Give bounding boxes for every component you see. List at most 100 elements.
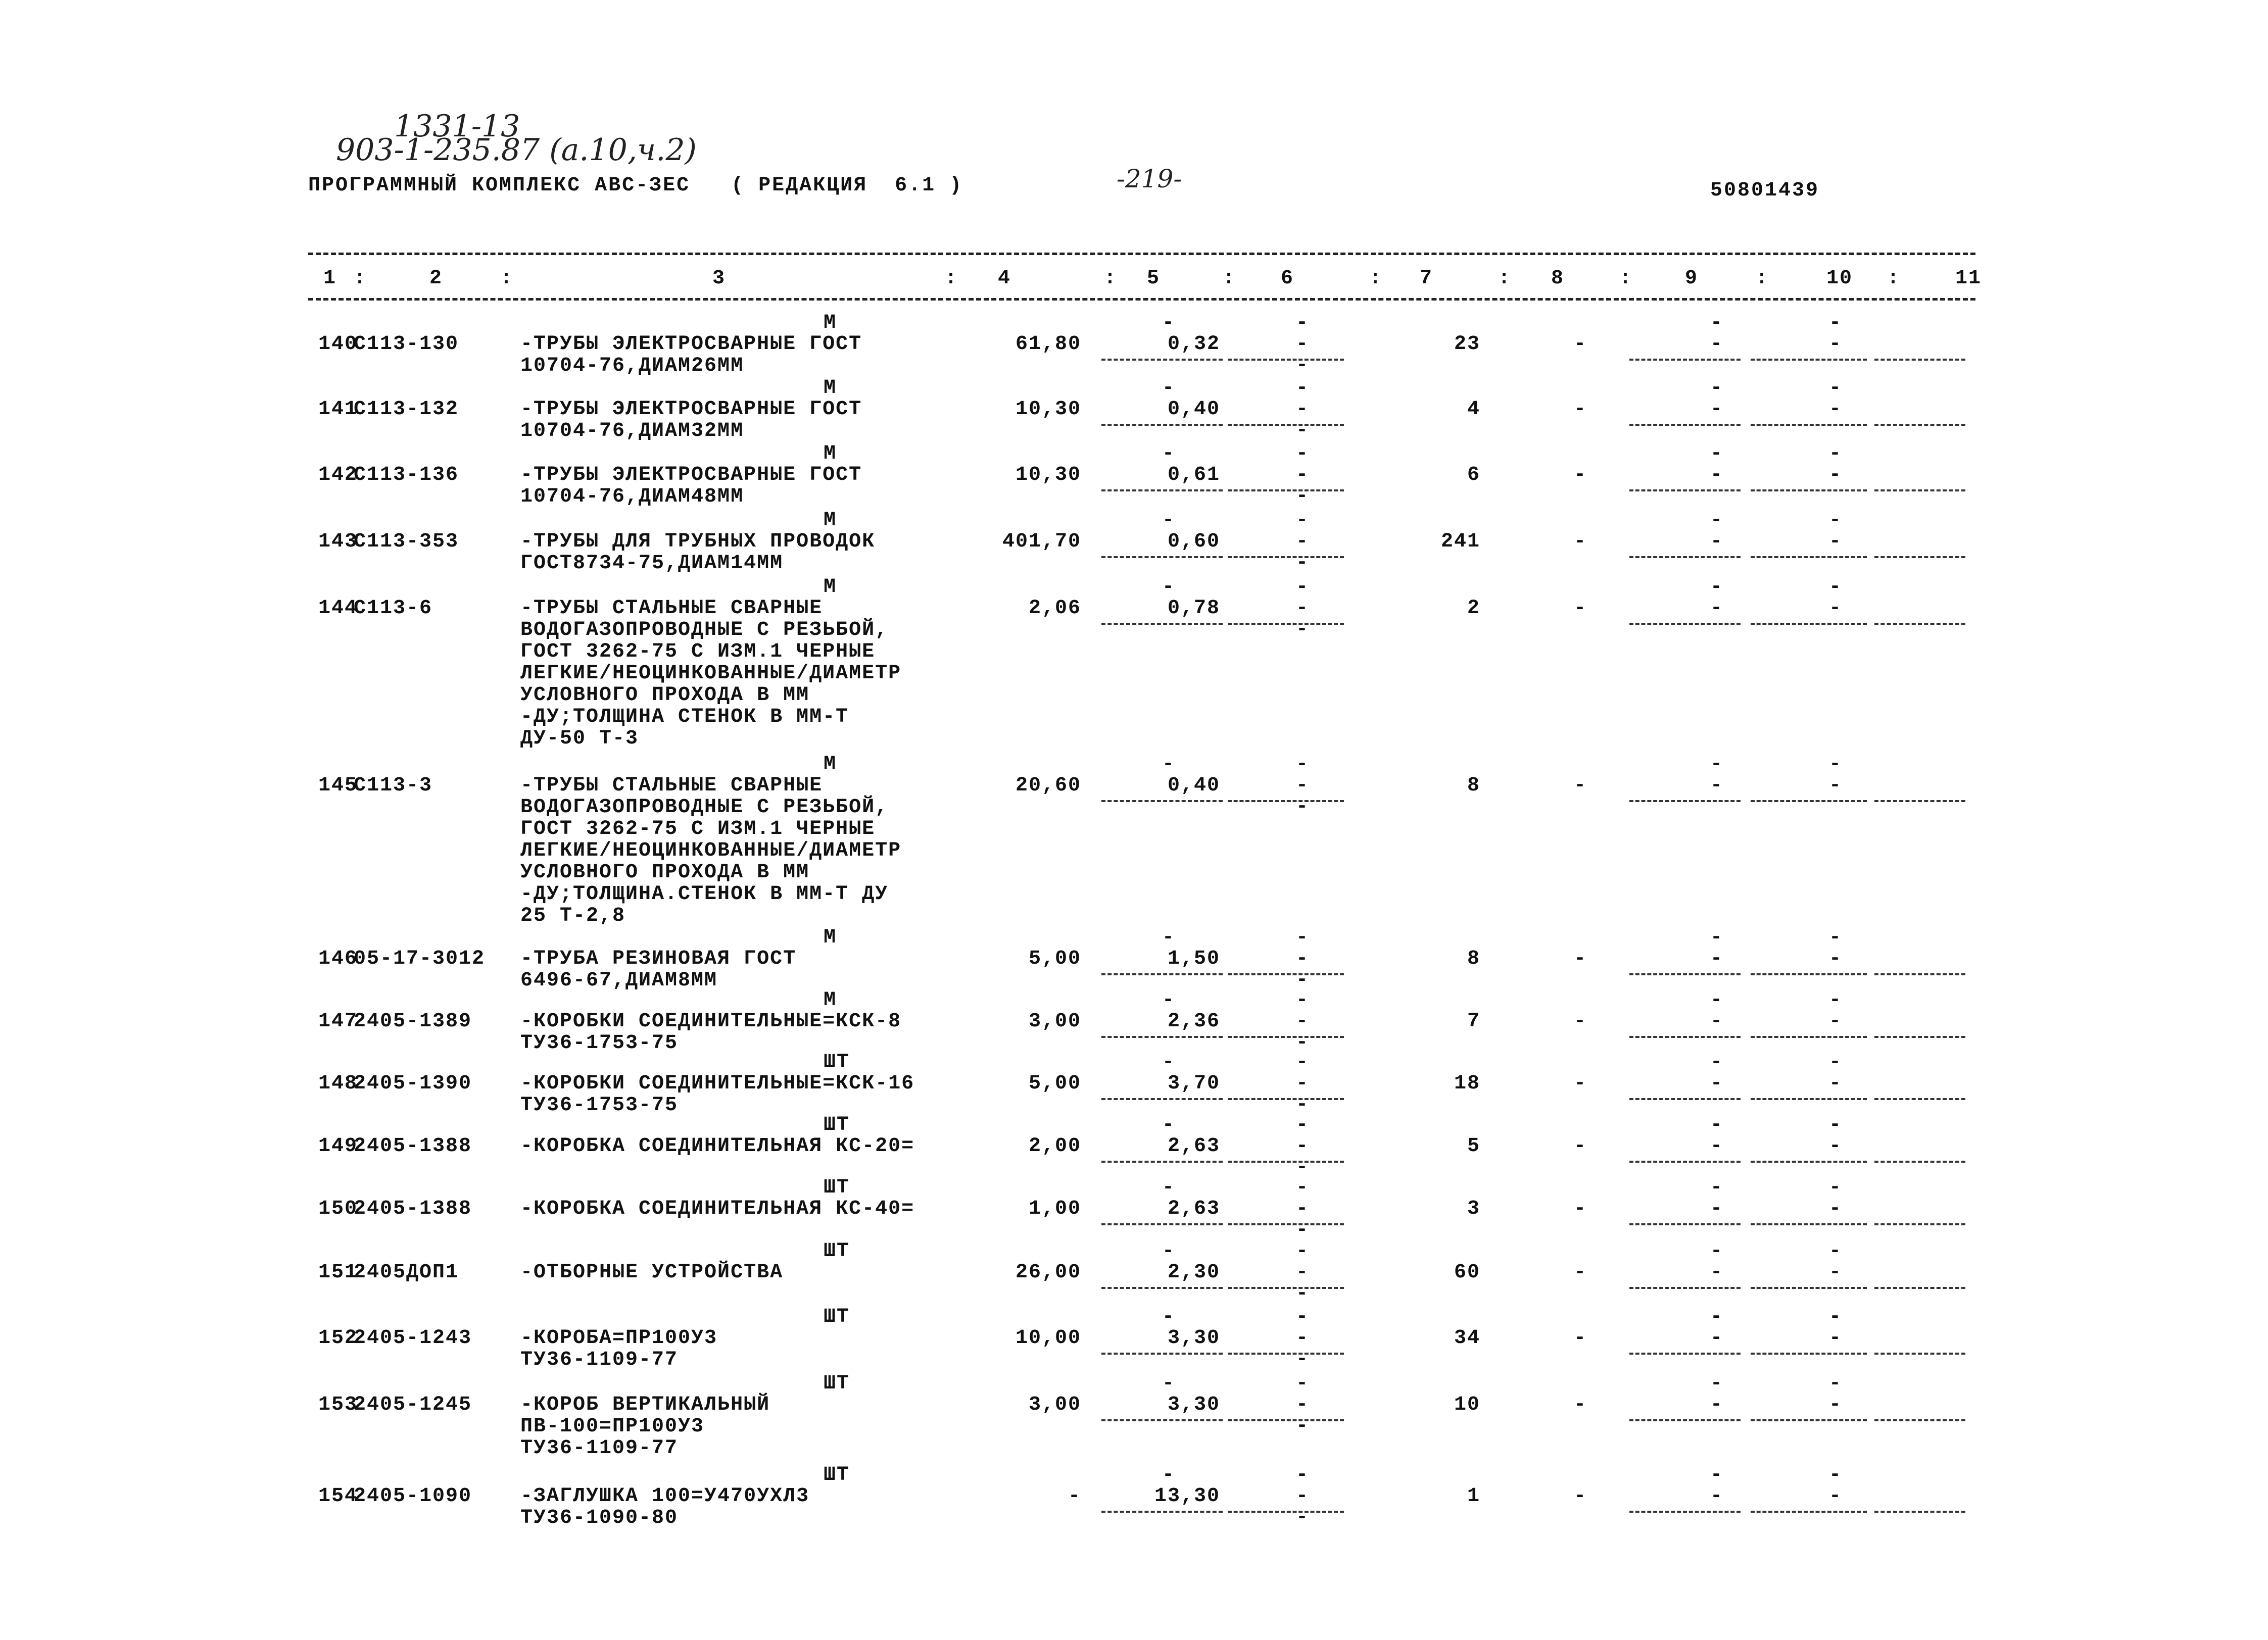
quantity: 1,00	[1028, 1198, 1081, 1220]
dash-mark: -	[1710, 509, 1724, 532]
item-code: 2405-1243	[354, 1327, 472, 1350]
row-number: 146	[318, 948, 358, 970]
dash-mark: -	[1296, 485, 1310, 508]
dash-mark: -	[1162, 753, 1176, 776]
column-10-value: -	[1829, 774, 1843, 797]
handwritten-project-number: 903-1-235.87 (а.10,ч.2)	[336, 132, 697, 168]
column-header-3: 3	[712, 267, 726, 290]
column-7-value: 2	[1467, 597, 1480, 620]
description-line: ПВ-100=ПР100У3	[520, 1415, 705, 1438]
row-number: 140	[318, 333, 358, 356]
column-8-value: -	[1574, 1394, 1587, 1416]
description-line: -ДУ;ТОЛЩИНА СТЕНОК В ММ-Т	[520, 706, 849, 728]
underline-rule	[1629, 1511, 1741, 1513]
dash-mark: -	[1296, 1094, 1310, 1116]
dash-mark: -	[1296, 1240, 1310, 1263]
column-6-value: -	[1296, 398, 1310, 421]
row-number: 148	[318, 1072, 358, 1095]
quantity: 20,60	[1015, 774, 1081, 797]
description-line: ВОДОГАЗОПРОВОДНЫЕ С РЕЗЬБОЙ,	[520, 796, 889, 819]
item-code: С113-353	[354, 530, 459, 553]
quantity: 10,00	[1015, 1327, 1081, 1350]
unit-price: 2,63	[1167, 1135, 1220, 1158]
underline-rule	[1101, 1511, 1223, 1513]
column-9-value: -	[1710, 1485, 1724, 1508]
document-code: 50801439	[1710, 179, 1820, 202]
column-6-value: -	[1296, 464, 1310, 486]
dash-mark: -	[1296, 1372, 1310, 1395]
description-line: ТУ36-1109-77	[520, 1349, 679, 1371]
column-9-value: -	[1710, 1010, 1724, 1033]
dash-mark: -	[1710, 1240, 1724, 1263]
underline-rule	[1874, 1098, 1965, 1100]
description-line: -КОРОБКА СОЕДИНИТЕЛЬНАЯ КС-40=	[520, 1198, 915, 1220]
dash-mark: -	[1162, 1240, 1176, 1263]
underline-rule	[1228, 359, 1344, 361]
program-title: ПРОГРАММНЫЙ КОМПЛЕКС АВС-ЗЕС ( РЕДАКЦИЯ …	[308, 174, 963, 197]
dash-mark: -	[1710, 1114, 1724, 1136]
underline-rule	[1101, 489, 1223, 491]
row-number: 141	[318, 398, 358, 421]
column-9-value: -	[1710, 1135, 1724, 1158]
underline-rule	[1629, 1419, 1741, 1421]
dash-mark: -	[1296, 442, 1310, 465]
dash-mark: -	[1296, 989, 1310, 1012]
underline-rule	[1874, 623, 1965, 625]
dash-mark: -	[1710, 1176, 1724, 1199]
column-header-9: 9	[1685, 267, 1699, 290]
column-6-value: -	[1296, 333, 1310, 356]
unit-label: М	[824, 753, 837, 776]
description-line: -ЗАГЛУШКА 100=У470УХЛ3	[520, 1485, 810, 1508]
dash-mark: -	[1162, 926, 1176, 949]
row-number: 147	[318, 1010, 358, 1033]
column-6-value: -	[1296, 1198, 1310, 1220]
row-number: 150	[318, 1198, 358, 1220]
dash-mark: -	[1710, 926, 1724, 949]
dash-mark: -	[1162, 442, 1176, 465]
column-8-value: -	[1574, 464, 1587, 486]
dash-mark: -	[1829, 442, 1843, 465]
dash-mark: -	[1296, 1031, 1310, 1054]
description-line: УСЛОВНОГО ПРОХОДА В ММ	[520, 861, 810, 884]
column-10-value: -	[1829, 464, 1843, 486]
item-code: С113-136	[354, 464, 459, 486]
column-header-10: 10	[1826, 267, 1853, 290]
dash-mark: -	[1296, 354, 1310, 377]
unit-label: ШТ	[824, 1176, 850, 1199]
column-separator: :	[500, 267, 514, 290]
dash-mark: -	[1162, 509, 1176, 532]
description-line: ТУ36-1109-77	[520, 1437, 679, 1460]
unit-label: ШТ	[824, 1306, 850, 1328]
column-10-value: -	[1829, 530, 1843, 553]
unit-label: ШТ	[824, 1114, 850, 1136]
dash-mark: -	[1162, 1306, 1176, 1328]
underline-rule	[1101, 623, 1223, 625]
column-8-value: -	[1574, 1261, 1587, 1284]
item-code: С113-3	[354, 774, 433, 797]
unit-label: ШТ	[824, 1372, 850, 1395]
column-8-value: -	[1574, 1072, 1587, 1095]
underline-rule	[1101, 424, 1223, 426]
quantity: 5,00	[1028, 948, 1081, 970]
dash-mark: -	[1296, 1051, 1310, 1074]
unit-label: М	[824, 576, 837, 599]
description-line: -ТРУБЫ ЭЛЕКТРОСВАРНЫЕ ГОСТ	[520, 333, 862, 356]
underline-rule	[1629, 1036, 1741, 1038]
description-line: -ТРУБЫ ЭЛЕКТРОСВАРНЫЕ ГОСТ	[520, 464, 862, 486]
column-6-value: -	[1296, 530, 1310, 553]
row-number: 152	[318, 1327, 358, 1350]
dash-mark: -	[1829, 312, 1843, 334]
underline-rule	[1751, 424, 1867, 426]
underline-rule	[1101, 1287, 1223, 1289]
dash-mark: -	[1829, 1114, 1843, 1136]
item-code: 2405-1245	[354, 1394, 472, 1416]
dash-mark: -	[1162, 312, 1176, 334]
dash-mark: -	[1710, 442, 1724, 465]
column-8-value: -	[1574, 398, 1587, 421]
dash-mark: -	[1829, 1306, 1843, 1328]
column-7-value: 4	[1467, 398, 1480, 421]
underline-rule	[1874, 556, 1965, 558]
column-10-value: -	[1829, 1485, 1843, 1508]
quantity: 3,00	[1028, 1010, 1081, 1033]
description-line: ГОСТ 3262-75 С ИЗМ.1 ЧЕРНЫЕ	[520, 640, 876, 663]
